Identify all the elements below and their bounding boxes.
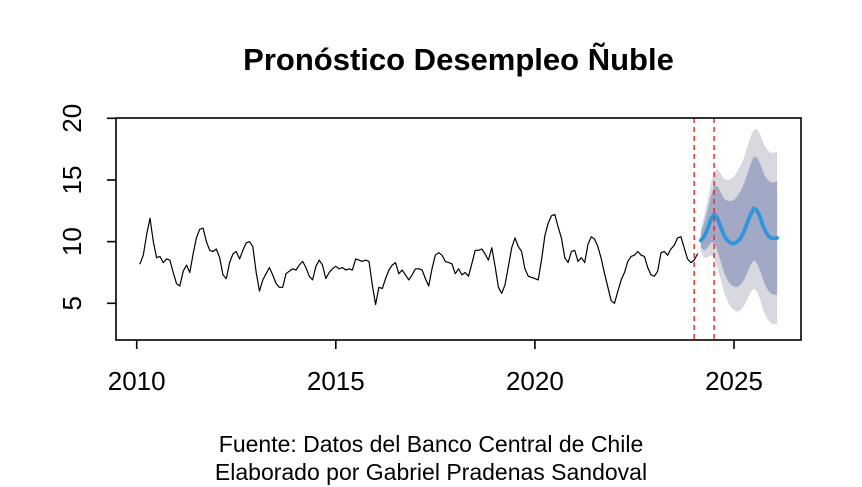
forecast-mean-line — [698, 206, 779, 246]
caption-block: Fuente: Datos del Banco Central de Chile… — [0, 430, 862, 486]
y-tick-label: 10 — [57, 227, 87, 256]
observed-series-line — [139, 213, 699, 306]
x-tick-label: 2010 — [108, 366, 166, 396]
x-tick-label: 2020 — [506, 366, 564, 396]
y-tick-label: 20 — [57, 104, 87, 133]
x-tick-label: 2025 — [705, 366, 763, 396]
plot-box — [115, 117, 802, 341]
y-tick-label: 15 — [57, 166, 87, 195]
x-tick-label: 2015 — [307, 366, 365, 396]
caption-source: Fuente: Datos del Banco Central de Chile — [218, 431, 644, 457]
chart-title: Pronóstico Desempleo Ñuble — [243, 42, 674, 77]
y-tick-label: 5 — [57, 296, 87, 310]
caption-author: Elaborado por Gabriel Pradenas Sandoval — [214, 459, 648, 485]
confidence-band-80 — [700, 156, 778, 295]
